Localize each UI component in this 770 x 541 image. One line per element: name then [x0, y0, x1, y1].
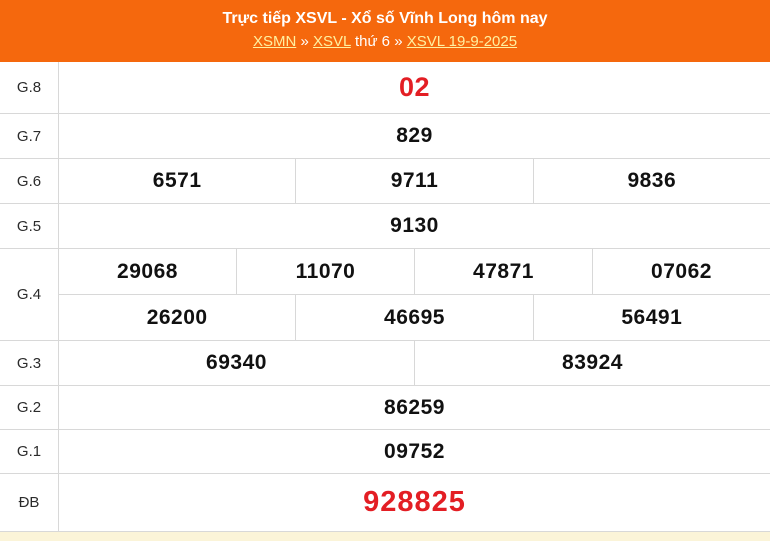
prize-row-g8: G.8 02 — [0, 62, 770, 114]
prize-value: 56491 — [621, 305, 683, 329]
prize-label: G.1 — [0, 430, 59, 473]
prize-label: G.7 — [0, 114, 59, 158]
next-section-edge — [0, 532, 770, 541]
page-title: Trực tiếp XSVL - Xổ số Vĩnh Long hôm nay — [222, 10, 548, 27]
prize-value: 11070 — [237, 249, 415, 294]
prize-value-jackpot: 928825 — [363, 486, 466, 518]
prize-value: 6571 — [59, 159, 297, 203]
prize-label: G.3 — [0, 341, 59, 385]
prize-value: 29068 — [59, 249, 237, 294]
breadcrumb-link-xsvl[interactable]: XSVL — [312, 33, 351, 50]
prize-row-db: ĐB 928825 — [0, 474, 770, 532]
prize-value: 47871 — [415, 249, 593, 294]
prize-value: 09752 — [384, 439, 445, 463]
page-header: Trực tiếp XSVL - Xổ số Vĩnh Long hôm nay… — [0, 0, 770, 62]
prize-value: 9711 — [296, 159, 534, 203]
prize-value: 69340 — [59, 341, 415, 385]
prize-value: 9130 — [390, 214, 439, 237]
prize-row-g2: G.2 86259 — [0, 386, 770, 430]
prize-row-g4: G.4 29068 11070 47871 07062 26200 46695 … — [0, 249, 770, 341]
breadcrumb-link-xsmn[interactable]: XSMN — [252, 33, 297, 50]
prize-label: G.6 — [0, 159, 59, 203]
breadcrumb-separator: » — [394, 33, 403, 50]
prize-row-g5: G.5 9130 — [0, 204, 770, 249]
prize-value: 46695 — [296, 295, 534, 340]
prize-label: G.4 — [0, 249, 59, 340]
prize-label: G.2 — [0, 386, 59, 429]
prize-row-g6: G.6 6571 9711 9836 — [0, 159, 770, 204]
breadcrumb-link-date[interactable]: XSVL 19-9-2025 — [406, 33, 518, 50]
prize-row-g7: G.7 829 — [0, 114, 770, 159]
prize-row-g3: G.3 69340 83924 — [0, 341, 770, 386]
prize-row-g1: G.1 09752 — [0, 430, 770, 474]
breadcrumb: XSMN » XSVL thứ 6 » XSVL 19-9-2025 — [0, 32, 770, 52]
breadcrumb-separator: » — [300, 33, 309, 50]
prize-value: 07062 — [651, 259, 712, 283]
prize-label: G.5 — [0, 204, 59, 248]
breadcrumb-weekday: thứ 6 — [354, 33, 391, 50]
prize-value: 9836 — [627, 169, 677, 192]
prize-value: 86259 — [384, 395, 445, 419]
prize-label: G.8 — [0, 62, 59, 113]
prize-value-g8: 02 — [398, 72, 431, 102]
prize-row-g4-line1: 29068 11070 47871 07062 — [59, 249, 770, 295]
prize-results-table: G.8 02 G.7 829 G.6 6571 9711 9836 G.5 91… — [0, 62, 770, 532]
prize-label: ĐB — [0, 474, 59, 531]
prize-value: 83924 — [562, 351, 623, 374]
prize-row-g4-line2: 26200 46695 56491 — [59, 295, 770, 340]
prize-value: 829 — [396, 124, 433, 147]
prize-value: 26200 — [59, 295, 297, 340]
